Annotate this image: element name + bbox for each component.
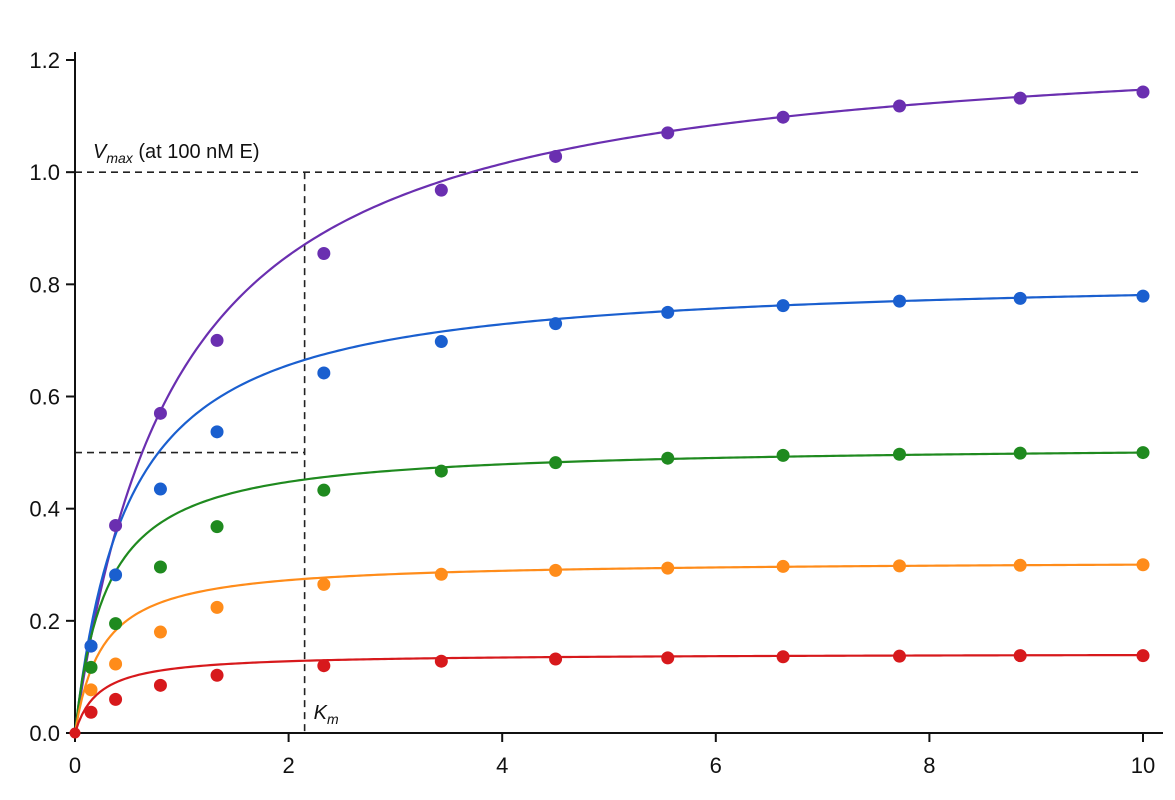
series-3-point [1136,446,1150,460]
series-5-point [661,651,675,665]
km-symbol: K [314,702,329,724]
series-3-point [434,464,448,478]
series-1-point [109,518,123,532]
series-2-point [317,366,331,380]
origin-point [69,727,81,739]
series-2-point [892,294,906,308]
series-1-point [549,149,563,163]
series-2-point [549,317,563,331]
series-3-point [661,451,675,465]
series-2-point [776,299,790,313]
series-4-point [210,600,224,614]
vmax-subscript: max [106,150,133,166]
reference-lines [75,171,1143,733]
series-2-point [109,568,123,582]
series-4-point [1136,558,1150,572]
x-tick-label: 10 [1131,753,1155,778]
series-3-point [892,447,906,461]
series-5-point [84,705,98,719]
series-3-curve [73,451,1144,734]
y-tick-label: 0.6 [29,385,60,410]
series-curves [73,88,1144,734]
series-1-point [434,183,448,197]
series-3-point [210,520,224,534]
series-4-point [153,625,167,639]
series-points [69,85,1150,739]
series-2-point [1136,289,1150,303]
series-1-point [317,246,331,260]
series-5-point [317,659,331,673]
vmax-suffix: (at 100 nM E) [133,141,260,163]
series-5-point [109,692,123,706]
series-4-point [434,567,448,581]
series-1-point [661,126,675,140]
x-tick-label: 8 [923,753,935,778]
series-5-point [1013,649,1027,663]
series-2-point [210,425,224,439]
km-subscript: m [327,711,339,727]
series-3-point [109,617,123,631]
y-tick-label: 0.8 [29,272,60,297]
series-5-point [210,668,224,682]
x-tick-label: 2 [282,753,294,778]
series-5-point [434,654,448,668]
series-4-point [776,559,790,573]
series-1-point [210,333,224,347]
y-tick-label: 0.2 [29,609,60,634]
series-5-point [892,649,906,663]
series-4-point [661,561,675,575]
series-4-point [892,559,906,573]
series-3-point [776,448,790,462]
series-2-point [661,305,675,319]
series-4-curve [73,563,1144,734]
series-2-point [153,482,167,496]
series-1-point [892,99,906,113]
series-4-point [1013,558,1027,572]
series-5-point [153,678,167,692]
series-3-point [84,660,98,674]
series-2-point [434,335,448,349]
series-2-curve [73,293,1144,734]
y-tick-label: 0.0 [29,721,60,746]
tick-labels: 0.0 0.2 0.4 0.6 0.8 1.0 1.2 0 2 4 6 8 10 [29,48,1155,778]
series-4-point [109,657,123,671]
series-5-curve [73,653,1143,734]
series-1-point [1013,91,1027,105]
x-tick-label: 6 [710,753,722,778]
vmax-symbol: V [93,141,108,163]
series-1-curve [73,88,1144,734]
vmax-annotation: Vmax (at 100 nM E) [93,141,260,166]
y-tick-label: 1.0 [29,160,60,185]
series-1-point [776,110,790,124]
series-1-point [153,406,167,420]
y-tick-label: 0.4 [29,497,60,522]
series-3-point [549,456,563,470]
series-2-point [84,639,98,653]
series-3-point [153,560,167,574]
series-3-point [1013,446,1027,460]
series-5-point [776,650,790,664]
series-1-point [1136,85,1150,99]
x-tick-label: 4 [496,753,508,778]
series-5-point [1136,649,1150,663]
x-tick-label: 0 [69,753,81,778]
y-tick-label: 1.2 [29,48,60,73]
series-4-point [317,577,331,591]
series-3-point [317,483,331,497]
series-5-point [549,652,563,666]
series-4-point [549,563,563,577]
series-2-point [1013,291,1027,305]
km-annotation: Km [314,702,339,727]
series-4-point [84,683,98,697]
